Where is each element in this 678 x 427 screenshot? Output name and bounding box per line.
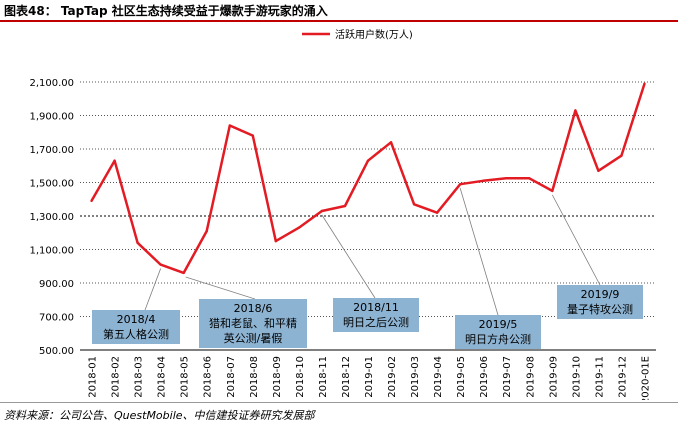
data-point (343, 204, 347, 208)
x-tick-label: 2018-11 (318, 356, 329, 398)
data-point (551, 189, 554, 193)
y-tick-label: 900.00 (39, 279, 74, 290)
data-point (643, 82, 646, 85)
x-tick-label: 2019-02 (387, 356, 398, 398)
data-point (435, 211, 439, 214)
annotation-text: 明日方舟公测 (465, 333, 531, 346)
annotation-text: 量子特攻公测 (567, 303, 633, 316)
x-tick-label: 2018-03 (134, 356, 145, 398)
x-tick-label: 2018-07 (226, 356, 237, 398)
line-chart: 500.00 700.00 900.00 1,100.00 1,300.00 1,500.… (29, 28, 656, 400)
source-note: 资料来源：公司公告、QuestMobile、中信建投证券研究发展部 (4, 409, 315, 422)
data-point (205, 229, 208, 233)
x-tick-label: 2019-07 (502, 356, 513, 398)
data-point (412, 203, 416, 206)
annotation-date: 2019/9 (580, 288, 620, 301)
annotation-2018-04: 2018/4 第五人格公测 (92, 310, 180, 344)
annotation-text: 明日之后公测 (343, 316, 409, 329)
x-tick-label: 2018-01 (88, 356, 99, 398)
legend-label: 活跃用户数(万人) (335, 28, 413, 41)
annotation-2018-06: 2018/6 猎和老鼠、和平精 英公测/暑假 (199, 299, 307, 348)
x-tick-label: 2018-02 (111, 356, 122, 398)
data-point (597, 169, 600, 172)
x-tick-label: 2019-06 (479, 356, 490, 398)
data-point (136, 241, 139, 244)
annotation-leader (551, 194, 601, 286)
annotation-date: 2018/6 (233, 302, 273, 315)
annotation-leader (185, 276, 256, 300)
annotation-leader (321, 214, 376, 299)
data-point (366, 159, 370, 162)
annotation-date: 2018/4 (116, 313, 156, 326)
series-line (90, 83, 646, 275)
data-point (620, 154, 623, 157)
x-tick-label: 2019-01 (364, 356, 375, 398)
figure-title: 图表48： TapTap 社区生态持续受益于爆款手游玩家的涌入 (4, 4, 328, 18)
x-tick-label: 2019-04 (433, 356, 444, 398)
data-point (251, 134, 254, 137)
annotation-text: 猎和老鼠、和平精 (209, 317, 297, 330)
annotation-2019-09: 2019/9 量子特攻公测 (557, 285, 643, 319)
y-tick-label: 1,100.00 (29, 246, 74, 257)
annotation-leader (459, 188, 499, 316)
x-tick-label: 2018-08 (249, 356, 260, 398)
title-bar: 图表48： TapTap 社区生态持续受益于爆款手游玩家的涌入 (0, 0, 678, 22)
x-tick-label: 2018-12 (341, 356, 352, 398)
data-point (320, 209, 324, 213)
y-tick-label: 500.00 (39, 346, 74, 357)
data-point (482, 179, 485, 183)
x-tick-label: 2019-09 (548, 356, 559, 398)
data-point (505, 177, 508, 180)
annotation-leader (144, 268, 162, 311)
x-tick-label: 2019-05 (456, 356, 467, 398)
annotation-text: 第五人格公测 (103, 328, 169, 341)
data-point (113, 159, 116, 162)
data-point (528, 177, 531, 180)
x-tick-label: 2019-12 (617, 356, 628, 398)
annotation-2019-05: 2019/5 明日方舟公测 (455, 315, 541, 349)
x-tick-label: 2018-05 (180, 356, 191, 398)
x-tick-label: 2018-10 (295, 356, 306, 398)
data-point (458, 182, 462, 186)
data-point (159, 263, 162, 266)
data-point (297, 226, 301, 229)
x-tick-label: 2020-01E (640, 356, 651, 400)
data-point (90, 199, 93, 203)
y-tick-label: 1,300.00 (29, 212, 74, 223)
data-point (389, 141, 393, 144)
annotation-text: 英公测/暑假 (223, 332, 283, 345)
data-point (182, 271, 185, 275)
annotation-date: 2019/5 (478, 318, 518, 331)
y-tick-label: 1,900.00 (29, 112, 74, 123)
y-tick-label: 2,100.00 (29, 78, 74, 89)
x-tick-label: 2019-10 (571, 356, 582, 398)
data-point (274, 239, 278, 243)
y-tick-label: 1,500.00 (29, 179, 74, 190)
data-point (228, 124, 231, 127)
annotation-date: 2018/11 (353, 301, 399, 314)
x-tick-label: 2019-03 (410, 356, 421, 398)
y-tick-label: 1,700.00 (29, 145, 74, 156)
x-tick-label: 2019-11 (594, 356, 605, 398)
data-point (574, 109, 577, 112)
x-tick-label: 2018-04 (157, 356, 168, 398)
source-divider (0, 402, 678, 403)
y-tick-label: 700.00 (39, 313, 74, 324)
x-tick-label: 2018-06 (203, 356, 214, 398)
x-tick-label: 2019-08 (525, 356, 536, 398)
annotation-2018-11: 2018/11 明日之后公测 (333, 298, 419, 332)
x-tick-label: 2018-09 (272, 356, 283, 398)
